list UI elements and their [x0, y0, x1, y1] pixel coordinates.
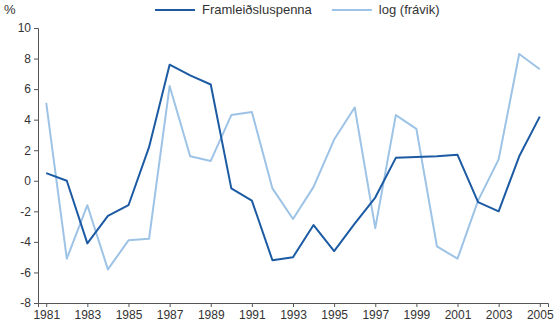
y-tick-label: 2 — [24, 144, 31, 158]
y-tick-label: -8 — [20, 296, 31, 310]
x-tick-label: 2003 — [486, 308, 513, 322]
legend-label: Framleiðsluspenna — [202, 2, 313, 17]
y-tick: 8 — [24, 52, 38, 66]
x-tick: 1991 — [239, 303, 266, 322]
y-tick-label: -2 — [20, 205, 31, 219]
y-tick: -2 — [20, 205, 38, 219]
x-tick: 1987 — [157, 303, 184, 322]
x-tick-mark — [540, 303, 541, 307]
y-tick: -4 — [20, 235, 38, 249]
y-tick-label: -6 — [20, 266, 31, 280]
x-tick: 1985 — [116, 303, 143, 322]
y-tick: 0 — [24, 174, 38, 188]
x-tick: 1995 — [321, 303, 348, 322]
x-tick-label: 1995 — [321, 308, 348, 322]
x-axis: 1981 1983 1985 1987 1989 1991 1993 1995 1997 1999… — [33, 303, 554, 322]
legend-label: log (frávik) — [379, 2, 440, 17]
y-axis-line — [34, 29, 39, 304]
y-tick: 2 — [24, 144, 38, 158]
y-tick-label: -4 — [20, 235, 31, 249]
x-tick-mark — [87, 303, 88, 307]
x-tick-label: 1991 — [239, 308, 266, 322]
y-tick: -6 — [20, 266, 38, 280]
x-tick-mark — [499, 303, 500, 307]
x-tick: 1997 — [362, 303, 389, 322]
y-tick-label: 8 — [24, 52, 31, 66]
x-tick: 1989 — [198, 303, 225, 322]
y-tick-label: 6 — [24, 82, 31, 96]
x-tick-mark — [375, 303, 376, 307]
x-tick-label: 1993 — [280, 308, 307, 322]
y-tick-mark — [34, 303, 38, 304]
y-tick-mark — [34, 211, 38, 212]
x-tick-mark — [128, 303, 129, 307]
x-tick-label: 1987 — [157, 308, 184, 322]
y-tick-label: 10 — [18, 21, 32, 35]
x-tick-label: 1989 — [198, 308, 225, 322]
x-tick: 2001 — [445, 303, 472, 322]
series-line — [46, 54, 540, 269]
y-axis: -8 -6 -4 -2 0 2 4 6 8 10 — [18, 21, 39, 310]
x-tick-label: 1999 — [404, 308, 431, 322]
x-tick-label: 2001 — [445, 308, 472, 322]
x-tick: 1993 — [280, 303, 307, 322]
plot-area — [46, 54, 540, 269]
x-tick-mark — [458, 303, 459, 307]
x-tick: 1981 — [33, 303, 60, 322]
y-tick-label: 0 — [24, 174, 31, 188]
y-tick: 6 — [24, 82, 38, 96]
legend: Framleiðsluspenna log (frávik) — [155, 2, 440, 17]
y-axis-title: % — [4, 2, 16, 17]
y-tick-mark — [34, 59, 38, 60]
y-tick: 10 — [18, 21, 38, 35]
x-tick: 2005 — [527, 303, 554, 322]
legend-swatch — [155, 9, 195, 11]
x-tick-mark — [46, 303, 47, 307]
y-tick: 4 — [24, 113, 38, 127]
x-tick-label: 1981 — [33, 308, 60, 322]
y-tick-mark — [34, 89, 38, 90]
legend-swatch — [332, 9, 372, 11]
x-tick-mark — [334, 303, 335, 307]
series-line — [46, 65, 540, 261]
y-tick-mark — [34, 150, 38, 151]
x-tick-mark — [416, 303, 417, 307]
y-tick-mark — [34, 272, 38, 273]
x-tick: 1983 — [75, 303, 102, 322]
y-tick-mark — [34, 242, 38, 243]
x-tick-mark — [170, 303, 171, 307]
y-tick-mark — [34, 120, 38, 121]
chart: -8-6-4-202468101981198319851987198919911… — [0, 0, 560, 329]
x-axis-line — [39, 304, 549, 308]
x-tick-mark — [211, 303, 212, 307]
x-tick: 1999 — [404, 303, 431, 322]
x-tick: 2003 — [486, 303, 513, 322]
y-tick-mark — [34, 28, 38, 29]
y-tick-label: 4 — [24, 113, 31, 127]
y-tick-mark — [34, 181, 38, 182]
x-tick-label: 2005 — [527, 308, 554, 322]
x-tick-label: 1985 — [116, 308, 143, 322]
x-tick-mark — [293, 303, 294, 307]
x-tick-mark — [252, 303, 253, 307]
x-tick-label: 1983 — [75, 308, 102, 322]
x-tick-label: 1997 — [362, 308, 389, 322]
